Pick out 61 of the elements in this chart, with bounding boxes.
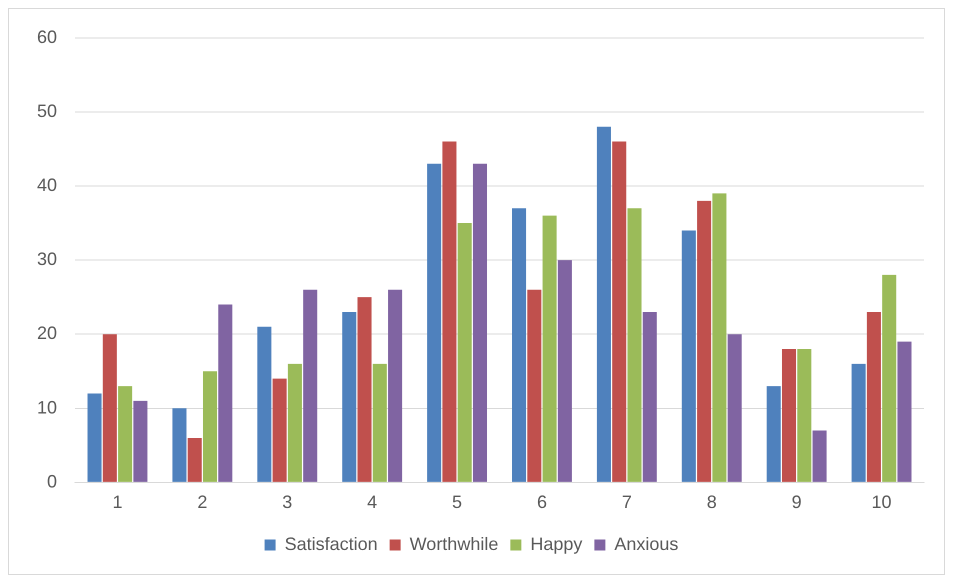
bar [866,312,881,482]
bar [627,208,642,482]
bar [512,208,526,482]
bar [612,142,626,482]
x-tick-label: 2 [197,492,208,512]
bar [558,260,572,482]
bar [118,386,132,482]
bar [596,126,611,482]
x-tick-label: 9 [792,492,802,512]
bar [303,290,318,482]
bar [542,216,557,482]
bar [797,349,812,482]
bar [882,274,896,482]
legend-label: Happy [530,534,582,554]
y-tick-label: 30 [36,249,58,270]
bar [102,334,117,482]
x-tick-label: 6 [536,492,547,512]
bar [188,438,202,482]
bar [527,290,542,482]
bar [712,193,726,482]
y-tick-label: 20 [36,323,58,344]
bar [388,290,402,482]
x-tick-label: 5 [452,492,462,512]
bar [697,200,712,482]
bar [766,386,781,482]
bar [728,334,742,482]
bar [342,312,356,482]
y-tick-label: 40 [36,174,58,195]
bar [257,326,272,482]
bar [202,371,218,482]
x-tick-label: 7 [622,492,632,512]
bar [682,230,696,482]
bar [782,349,796,482]
bar [427,164,442,482]
y-tick-label: 10 [36,397,58,418]
bar [458,223,472,482]
bar [357,297,372,482]
y-tick-label: 60 [36,26,58,47]
y-tick-label: 50 [36,100,58,121]
bar [812,430,827,482]
legend-label: Satisfaction [284,534,378,554]
x-tick-label: 4 [367,492,378,512]
bar [133,400,148,482]
bar [472,164,488,482]
x-tick-label: 3 [282,492,292,512]
legend-label: Worthwhile [410,534,498,554]
bar [288,364,302,482]
x-tick-label: 8 [706,492,717,512]
bar [172,408,186,482]
bar [88,393,102,482]
x-tick-label: 10 [872,492,892,512]
bar [272,378,287,482]
y-tick-label: 0 [47,471,58,492]
bar [218,304,232,482]
bar [642,312,657,482]
bar [852,364,866,482]
bar [372,364,387,482]
bar [442,142,456,482]
x-tick-label: 1 [112,492,122,512]
bar [897,342,912,482]
legend-label: Anxious [614,534,678,554]
